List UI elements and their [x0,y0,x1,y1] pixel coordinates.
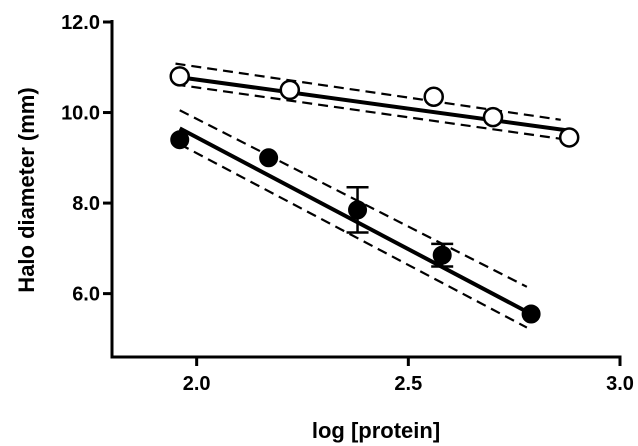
y-tick-label: 6.0 [72,284,100,306]
x-tick-label: 3.0 [606,373,634,395]
x-tick-label: 2.0 [183,373,211,395]
ci-upper-line [179,109,528,288]
series-lines [175,62,570,329]
y-axis-title: Halo diameter (mm) [14,87,39,292]
data-point-filled [348,200,368,220]
fit-line [179,75,570,133]
y-tick-label: 12.0 [61,12,100,34]
ci-lower-line [179,143,528,329]
ci-lower-line [175,83,561,140]
x-tick-label: 2.5 [394,373,422,395]
data-point-open [482,106,504,128]
data-point-open [279,79,301,101]
ticks: 6.0 8.0 10.0 12.0 2.0 2.5 3.0 [61,12,634,395]
data-point-filled [432,245,452,265]
data-point-open [558,127,580,148]
data-point-open [169,66,190,87]
y-tick-label: 8.0 [72,193,100,215]
data-point-filled [259,148,279,168]
data-point-filled [521,304,541,324]
fit-line [178,126,533,316]
y-tick-label: 10.0 [61,103,100,125]
data-point-open [423,86,444,107]
x-axis-title: log [protein] [312,418,440,443]
data-point-filled [170,130,190,150]
series-points [169,66,580,324]
